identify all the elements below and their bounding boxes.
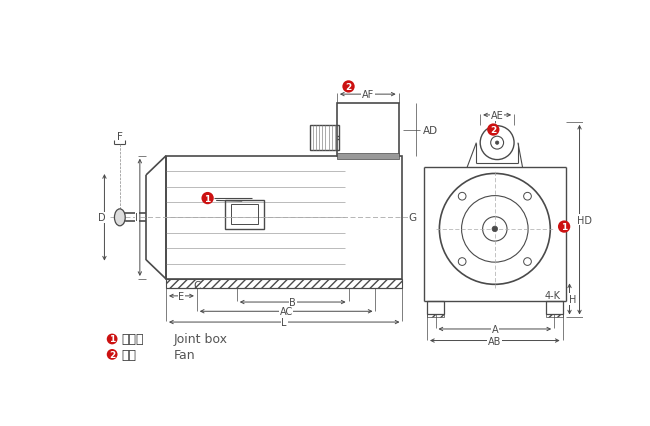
Circle shape (107, 349, 118, 360)
Text: 1: 1 (561, 222, 567, 231)
Bar (310, 126, 339, 150)
Text: 2: 2 (345, 83, 352, 92)
Bar (337, 104, 398, 156)
Bar (226, 200, 264, 229)
Text: AF: AF (361, 90, 374, 100)
Bar (545, 302, 563, 314)
Bar (427, 302, 444, 314)
Text: G: G (409, 213, 417, 223)
Text: H: H (569, 294, 577, 304)
Text: I: I (135, 213, 138, 223)
Text: AC: AC (280, 307, 292, 317)
Text: B: B (289, 297, 296, 307)
Text: 接线盒: 接线盒 (122, 333, 144, 345)
Bar (166, 156, 402, 279)
Circle shape (492, 227, 498, 232)
Text: 4-K: 4-K (544, 291, 560, 300)
Ellipse shape (114, 209, 125, 226)
Text: E: E (178, 291, 185, 301)
Circle shape (558, 221, 570, 233)
Text: 2: 2 (109, 350, 115, 359)
Bar (337, 153, 398, 159)
Text: 风机: 风机 (122, 348, 136, 361)
Text: HD: HD (577, 215, 592, 225)
Text: AB: AB (488, 336, 502, 346)
Circle shape (487, 124, 499, 136)
Circle shape (107, 334, 118, 345)
Circle shape (343, 81, 355, 93)
Text: AE: AE (491, 111, 504, 121)
Text: L: L (281, 317, 287, 327)
Bar (231, 205, 257, 225)
Text: 2: 2 (490, 126, 497, 135)
Text: 1: 1 (205, 194, 211, 203)
Text: A: A (491, 324, 498, 334)
Circle shape (202, 193, 214, 205)
Text: 1: 1 (109, 335, 115, 344)
Bar (545, 314, 563, 318)
Text: F: F (117, 131, 123, 141)
Text: Fan: Fan (174, 348, 196, 361)
Text: AD: AD (422, 125, 437, 135)
Text: D: D (98, 213, 105, 223)
Bar (166, 279, 402, 288)
Circle shape (495, 141, 499, 145)
Text: C: C (193, 280, 200, 291)
Bar (427, 314, 444, 318)
Text: Joint box: Joint box (174, 333, 228, 345)
